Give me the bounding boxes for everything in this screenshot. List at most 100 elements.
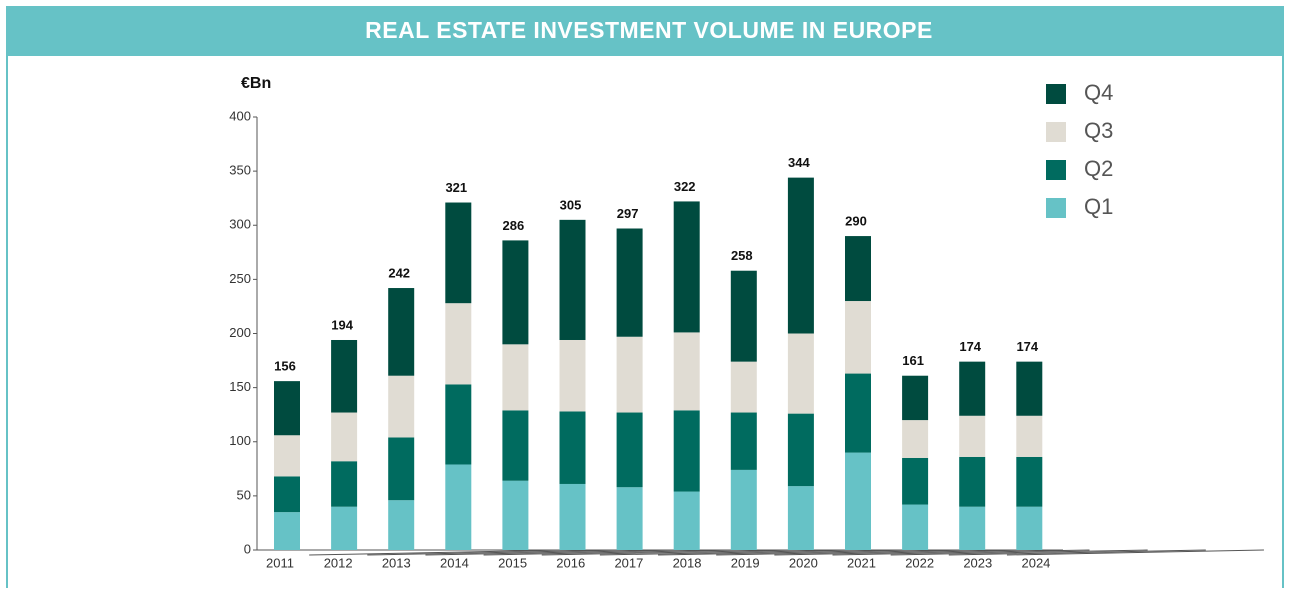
x-tick (890, 549, 1148, 556)
x-tick (948, 549, 1206, 556)
x-tick (541, 549, 799, 556)
bar-segment (902, 504, 929, 550)
bar-segment (902, 375, 929, 421)
x-tick (483, 549, 741, 556)
x-tick-label: 2023 (963, 555, 992, 570)
bar-segment (959, 456, 986, 507)
x-tick (367, 549, 625, 556)
bar-segment (902, 457, 929, 505)
legend-swatch (1046, 84, 1066, 104)
bar-segment (1016, 506, 1043, 550)
bar-segment (959, 361, 986, 416)
bar-segment (673, 410, 700, 492)
bar-segment (502, 344, 529, 411)
bar-segment (502, 240, 529, 345)
legend-label: Q3 (1084, 118, 1113, 143)
bar-segment (845, 373, 871, 453)
bar-segment (845, 452, 871, 550)
total-label: 321 (445, 180, 467, 195)
x-tick-label: 2022 (905, 555, 934, 570)
y-tick-label: 200 (229, 325, 251, 340)
bar-segment (274, 381, 300, 436)
bar-segment (388, 375, 415, 438)
bar-segment (616, 487, 643, 550)
x-tick (309, 549, 567, 556)
total-label: 322 (674, 179, 696, 194)
bar-segment (331, 461, 358, 507)
y-tick-label: 400 (229, 108, 251, 123)
bar-segment (445, 303, 472, 385)
x-tick-label: 2017 (614, 555, 643, 570)
x-tick (774, 549, 1032, 556)
bar-segment (1016, 361, 1043, 416)
bar-segment (673, 332, 700, 411)
x-tick-label: 2014 (440, 555, 469, 570)
header-band (7, 7, 1283, 56)
y-tick-label: 50 (237, 487, 251, 502)
bar-segment (274, 512, 300, 550)
bar-segment (902, 420, 929, 458)
legend-swatch (1046, 198, 1066, 218)
x-tick (425, 549, 683, 556)
y-tick-label: 0 (244, 541, 251, 556)
legend-swatch (1046, 122, 1066, 142)
total-label: 258 (731, 248, 753, 263)
bar-segment (274, 476, 300, 513)
bar-segment (730, 361, 757, 413)
bar-segment (502, 410, 529, 481)
x-tick-label: 2024 (1021, 555, 1050, 570)
bar-segment (845, 301, 871, 374)
bar-segment (388, 288, 415, 376)
bar-segment (1016, 456, 1043, 507)
y-tick-label: 350 (229, 163, 251, 178)
y-tick-label: 150 (229, 379, 251, 394)
x-tick-label: 2018 (673, 555, 702, 570)
total-label: 286 (503, 218, 525, 233)
x-tick (832, 549, 1090, 556)
x-tick (599, 549, 857, 556)
bar-segment (331, 339, 358, 413)
x-tick-label: 2019 (731, 555, 760, 570)
x-tick-label: 2020 (789, 555, 818, 570)
bar-segment (559, 483, 586, 550)
bar-segment (959, 506, 986, 550)
bar-segment (559, 339, 586, 412)
bar-segment (673, 201, 700, 333)
bar-segment (787, 413, 814, 487)
x-tick-label: 2015 (498, 555, 527, 570)
x-tick-label: 2021 (847, 555, 876, 570)
bar-segment (559, 411, 586, 484)
x-tick-label: 2012 (324, 555, 353, 570)
x-tick (1006, 549, 1264, 556)
legend-label: Q4 (1084, 80, 1113, 105)
bar-segment (787, 333, 814, 414)
bar-segment (502, 480, 529, 550)
bar-segment (730, 270, 757, 362)
bar-segment (616, 228, 643, 337)
total-label: 156 (274, 359, 296, 374)
total-label: 305 (560, 197, 582, 212)
legend-swatch (1046, 160, 1066, 180)
x-tick (658, 549, 916, 556)
bar-segment (1016, 415, 1043, 457)
bar-segment (388, 500, 415, 550)
legend-label: Q2 (1084, 156, 1113, 181)
bar-segment (445, 384, 472, 465)
total-label: 161 (902, 353, 924, 368)
bar-segment (730, 412, 757, 470)
bar-segment (616, 412, 643, 488)
bar-segment (845, 236, 871, 302)
y-tick-label: 250 (229, 271, 251, 286)
bar-segment (730, 469, 757, 550)
total-label: 297 (617, 206, 639, 221)
total-label: 174 (1016, 339, 1038, 354)
bar-segment (959, 415, 986, 457)
x-tick-label: 2016 (556, 555, 585, 570)
x-tick-label: 2013 (382, 555, 411, 570)
total-label: 174 (959, 339, 981, 354)
bar-segment (331, 506, 358, 550)
bar-segment (787, 486, 814, 550)
total-label: 290 (845, 214, 867, 229)
legend-label: Q1 (1084, 194, 1113, 219)
